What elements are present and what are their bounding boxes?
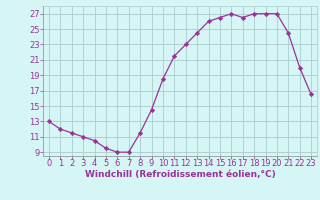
X-axis label: Windchill (Refroidissement éolien,°C): Windchill (Refroidissement éolien,°C) (84, 170, 276, 179)
